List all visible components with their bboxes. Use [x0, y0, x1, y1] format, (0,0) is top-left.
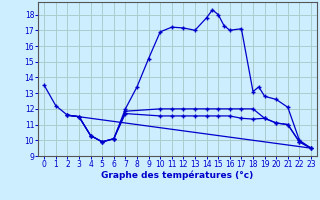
- X-axis label: Graphe des températures (°c): Graphe des températures (°c): [101, 171, 254, 180]
